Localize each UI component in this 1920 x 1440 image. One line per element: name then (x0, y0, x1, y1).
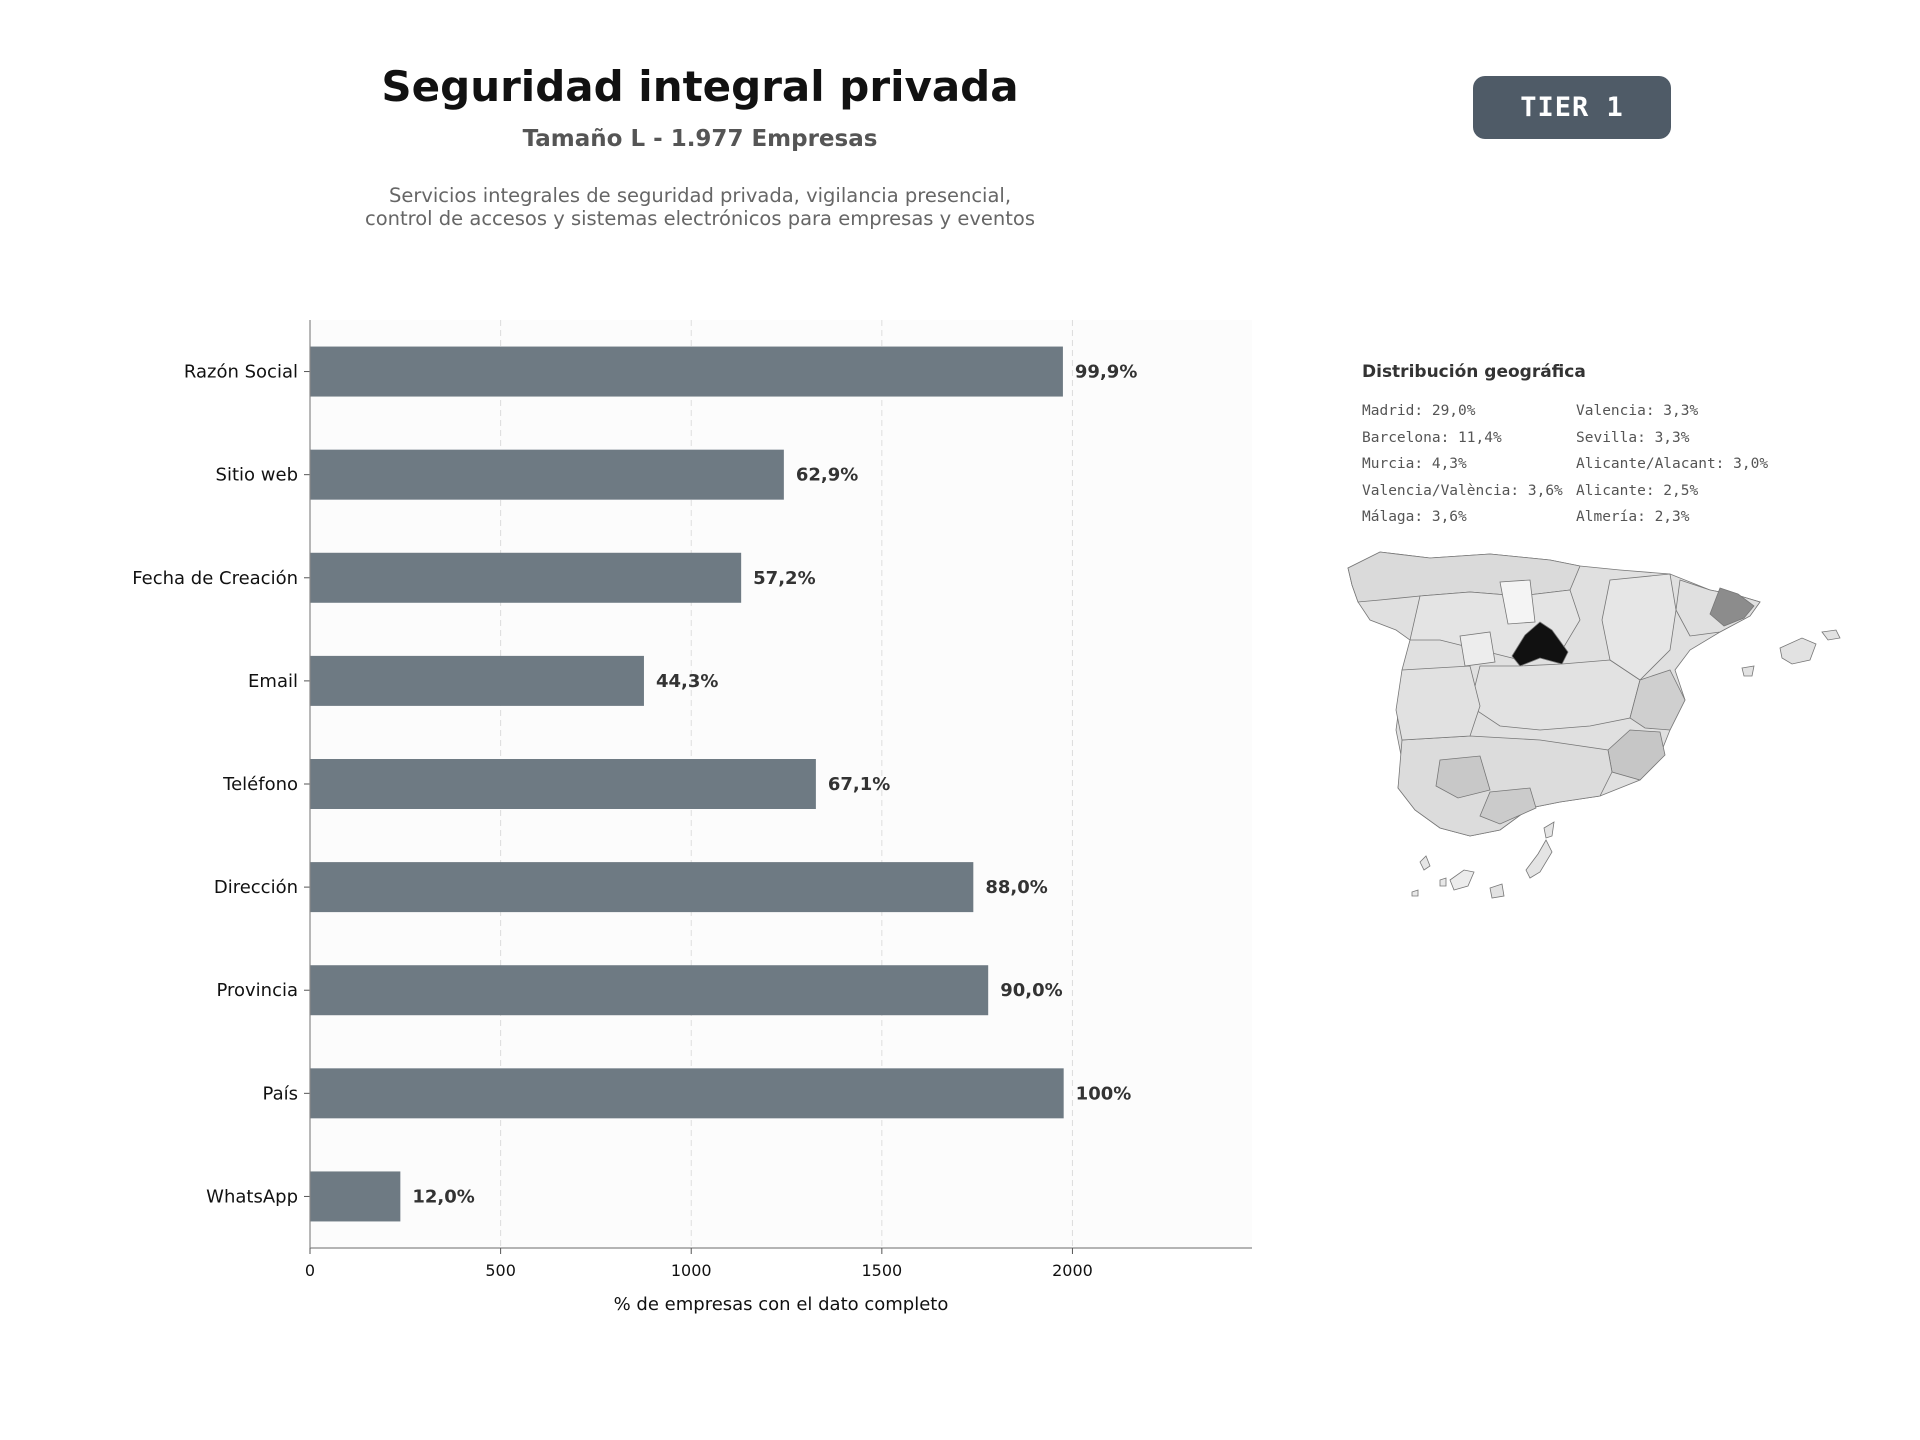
x-axis-label: % de empresas con el dato completo (614, 1294, 949, 1315)
y-tick-label: Razón Social (184, 362, 298, 383)
geo-item: Madrid: 29,0% (1362, 403, 1476, 419)
geo-item: Sevilla: 3,3% (1576, 429, 1690, 446)
spain-choropleth-map (1347, 551, 1841, 899)
bar (310, 552, 742, 603)
y-tick-label: Provincia (216, 980, 298, 1001)
bar (310, 346, 1063, 397)
map-region (1459, 631, 1496, 667)
data-label: 57,2% (753, 568, 815, 589)
geo-row: Málaga: 3,6% Almería: 2,3% (1362, 504, 1802, 531)
map-region (1741, 665, 1755, 677)
geo-item: Valencia/València: 3,6% (1362, 482, 1563, 499)
map-region (1525, 839, 1553, 879)
y-tick-label: WhatsApp (206, 1186, 298, 1207)
geo-item: Alicante/Alacant: 3,0% (1576, 456, 1769, 472)
data-label: 90,0% (1000, 980, 1062, 1001)
data-label: 67,1% (828, 774, 890, 795)
map-region (1439, 877, 1447, 887)
geo-row: Madrid: 29,0% Valencia: 3,3% (1362, 398, 1802, 425)
y-tick-label: Teléfono (222, 774, 298, 795)
bar (310, 449, 784, 500)
geo-item: Barcelona: 11,4% (1362, 429, 1502, 446)
data-label: 88,0% (985, 877, 1047, 898)
bar (310, 965, 989, 1016)
page-subtitle: Tamaño L - 1.977 Empresas (522, 126, 878, 152)
y-tick-label: Dirección (214, 877, 298, 898)
bar (310, 862, 974, 913)
description-line-2: control de accesos y sistemas electrónic… (365, 207, 1035, 230)
map-region-valencia (1629, 669, 1686, 731)
data-label: 44,3% (656, 671, 718, 692)
y-tick-label: Sitio web (216, 465, 298, 486)
bar (310, 1068, 1064, 1119)
description-line-1: Servicios integrales de seguridad privad… (388, 184, 1012, 207)
map-region (1449, 869, 1475, 891)
geo-row: Barcelona: 11,4% Sevilla: 3,3% (1362, 425, 1802, 452)
geo-item: Murcia: 4,3% (1362, 456, 1467, 472)
map-region (1601, 573, 1677, 681)
bar (310, 759, 816, 809)
map-region (1411, 889, 1419, 897)
map-region (1543, 821, 1555, 839)
map-region (1419, 855, 1431, 871)
y-tick-label: Email (248, 671, 298, 692)
geo-distribution-title: Distribución geográfica (1362, 362, 1586, 382)
x-tick-label: 2000 (1052, 1261, 1093, 1280)
geo-distribution-list: Madrid: 29,0% Valencia: 3,3% Barcelona: 1… (1362, 398, 1802, 531)
x-tick-label: 1500 (861, 1261, 902, 1280)
data-label: 12,0% (412, 1186, 474, 1207)
bar (310, 1171, 401, 1222)
map-region (1499, 579, 1536, 625)
map-region (1821, 629, 1841, 641)
data-label: 99,9% (1075, 362, 1137, 383)
bar (310, 655, 644, 706)
x-tick-label: 1000 (671, 1261, 712, 1280)
map-region-sevilla (1435, 755, 1491, 799)
map-region (1779, 637, 1817, 665)
geo-item: Alicante: 2,5% (1576, 482, 1699, 499)
map-region-barcelona (1709, 587, 1755, 627)
page-title: Seguridad integral privada (381, 62, 1019, 111)
y-tick-label: País (263, 1083, 298, 1104)
geo-item: Valencia: 3,3% (1576, 403, 1699, 419)
geo-row: Valencia/València: 3,6% Alicante: 2,5% (1362, 478, 1802, 505)
map-region (1395, 665, 1481, 741)
geo-item: Málaga: 3,6% (1362, 509, 1467, 525)
y-tick-label: Fecha de Creación (132, 568, 298, 589)
data-label: 62,9% (796, 465, 858, 486)
geo-row: Murcia: 4,3% Alicante/Alacant: 3,0% (1362, 451, 1802, 478)
map-region (1469, 659, 1641, 731)
data-label: 100% (1076, 1083, 1132, 1104)
description: Servicios integrales de seguridad privad… (300, 184, 1100, 230)
tier-badge: TIER 1 (1473, 76, 1671, 139)
geo-item: Almería: 2,3% (1576, 509, 1690, 525)
map-region (1489, 883, 1505, 899)
x-tick-label: 0 (305, 1261, 315, 1280)
x-tick-label: 500 (485, 1261, 516, 1280)
completeness-bar-chart: Razón Social 99,9% Sitio web 62,9% Fecha de … (132, 320, 1252, 1315)
map-region-malaga (1479, 787, 1537, 825)
